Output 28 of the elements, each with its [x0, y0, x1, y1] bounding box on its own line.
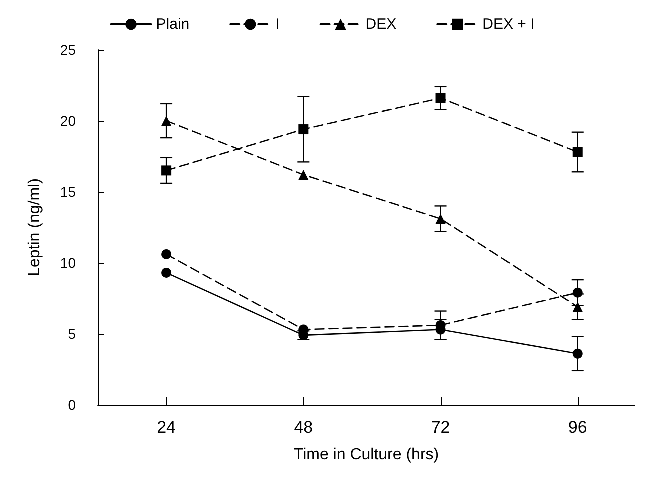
point: [162, 249, 172, 260]
x-tick-label: 48: [294, 418, 314, 437]
y-tick-label: 5: [68, 326, 76, 342]
point: [162, 116, 172, 126]
x-tick-label: 96: [568, 418, 588, 437]
x-tick-label: 24: [157, 418, 176, 437]
point: [162, 268, 172, 278]
x-tick-label: 72: [431, 418, 450, 437]
y-tick-label: 10: [60, 255, 76, 271]
x-axis-title: Time in Culture (hrs): [294, 446, 440, 464]
point: [572, 302, 583, 312]
point: [572, 348, 583, 359]
y-axis-title: Leptin (ng/ml): [26, 178, 44, 276]
point: [572, 147, 583, 158]
legend-label: I: [276, 16, 280, 33]
y-tick-label: 15: [60, 184, 76, 200]
y-tick-label: 25: [60, 42, 76, 58]
y-tick-label: 0: [68, 397, 76, 413]
point: [436, 214, 446, 224]
legend-label: DEX: [366, 16, 397, 33]
legend-label: DEX + I: [482, 16, 535, 33]
point: [572, 288, 583, 298]
point: [436, 93, 446, 104]
point: [162, 166, 172, 176]
legend-label: Plain: [156, 16, 190, 33]
point: [298, 170, 309, 180]
y-tick-label: 20: [60, 113, 76, 129]
point: [298, 124, 309, 135]
